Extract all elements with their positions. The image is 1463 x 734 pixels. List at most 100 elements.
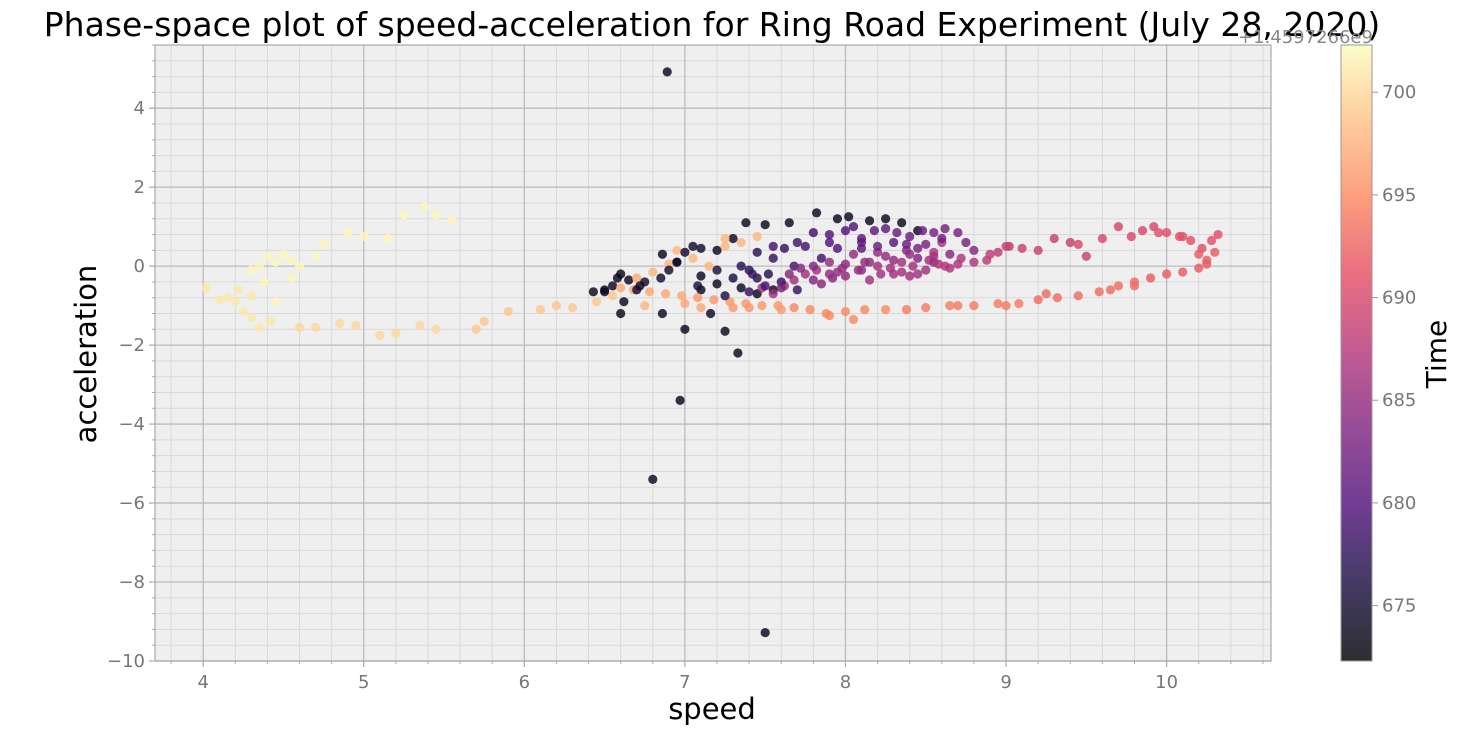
data-point <box>752 231 762 242</box>
data-point <box>905 249 915 259</box>
data-point <box>869 225 879 236</box>
data-point <box>811 208 822 218</box>
data-point <box>824 269 835 279</box>
data-point <box>1001 241 1011 251</box>
data-point <box>335 318 345 328</box>
data-point <box>246 291 256 301</box>
data-point <box>741 218 751 228</box>
data-point <box>953 227 963 238</box>
data-point <box>1049 233 1059 244</box>
data-point <box>680 299 690 309</box>
data-point <box>872 261 883 271</box>
data-points <box>201 67 1223 638</box>
data-point <box>1202 259 1212 269</box>
data-point <box>921 265 931 275</box>
data-point <box>471 324 481 334</box>
data-point <box>940 261 950 271</box>
data-point <box>889 269 899 279</box>
data-point <box>319 239 329 250</box>
data-point <box>270 257 281 267</box>
data-point <box>929 251 939 261</box>
data-point <box>1213 229 1223 240</box>
data-point <box>921 239 931 250</box>
data-point <box>969 301 979 311</box>
data-point <box>985 249 995 259</box>
data-point <box>768 253 778 263</box>
colorbar-offset-text: +1.4597266e9 <box>1238 27 1373 48</box>
data-point <box>969 257 979 267</box>
data-point <box>824 229 835 240</box>
data-point <box>881 224 891 234</box>
plot-frame <box>154 44 1272 662</box>
data-point <box>945 301 955 311</box>
data-point <box>789 302 799 313</box>
data-point <box>648 474 658 484</box>
data-point <box>270 297 281 307</box>
data-point <box>913 243 923 253</box>
data-point <box>792 285 802 295</box>
colorbar-label: Time <box>1420 320 1453 390</box>
data-point <box>816 253 826 263</box>
x-axis-ticks: 4 5 6 7 8 9 10 <box>170 661 1264 693</box>
data-point <box>1033 245 1043 255</box>
colorbar-tick-label: 695 <box>1382 185 1416 206</box>
data-point <box>1126 231 1136 242</box>
x-tick-label: 5 <box>358 672 369 693</box>
data-point <box>657 249 668 259</box>
data-point <box>600 287 610 297</box>
data-point <box>201 283 211 293</box>
data-point <box>712 245 722 255</box>
x-tick-label: 6 <box>519 672 530 693</box>
data-point <box>343 227 353 238</box>
data-point <box>1186 235 1196 246</box>
colorbar <box>1340 44 1373 662</box>
x-tick-label: 4 <box>197 672 208 693</box>
colorbar-tick-label: 675 <box>1382 596 1416 617</box>
data-point <box>688 253 698 263</box>
data-point <box>940 224 950 234</box>
data-point <box>635 281 645 291</box>
data-point <box>736 261 746 271</box>
data-point <box>864 216 875 226</box>
data-point <box>776 283 786 293</box>
data-point <box>1033 295 1043 305</box>
data-point <box>619 297 629 307</box>
data-point <box>784 269 794 279</box>
data-point <box>784 218 794 228</box>
data-point <box>937 233 947 244</box>
data-point <box>768 289 778 299</box>
data-point <box>897 257 907 267</box>
y-tick-label: 4 <box>134 98 145 119</box>
data-point <box>728 233 738 244</box>
data-point <box>824 237 835 248</box>
data-point <box>420 202 430 212</box>
data-point <box>1129 281 1140 291</box>
data-point <box>856 243 867 253</box>
data-point <box>294 261 305 271</box>
data-point <box>246 312 256 323</box>
data-point <box>535 304 545 315</box>
data-point <box>1052 293 1063 303</box>
x-tick-label: 10 <box>1155 672 1178 693</box>
data-point <box>254 261 264 271</box>
data-point <box>278 249 289 259</box>
data-point <box>1105 285 1116 295</box>
data-point <box>1137 225 1148 236</box>
data-point <box>656 273 666 283</box>
data-point <box>608 281 618 291</box>
data-point <box>693 281 703 291</box>
colorbar-tick-label: 680 <box>1382 493 1416 514</box>
data-point <box>677 291 687 301</box>
data-point <box>351 320 361 330</box>
data-point <box>913 253 923 263</box>
data-point <box>905 231 915 242</box>
data-point <box>616 283 626 293</box>
x-tick-label: 7 <box>679 672 690 693</box>
data-point <box>1081 251 1091 261</box>
data-point <box>720 241 730 251</box>
y-axis-label: acceleration <box>69 265 103 444</box>
data-point <box>1073 239 1083 250</box>
data-point <box>551 301 562 311</box>
data-point <box>795 263 806 273</box>
y-tick-label: −10 <box>107 651 145 672</box>
